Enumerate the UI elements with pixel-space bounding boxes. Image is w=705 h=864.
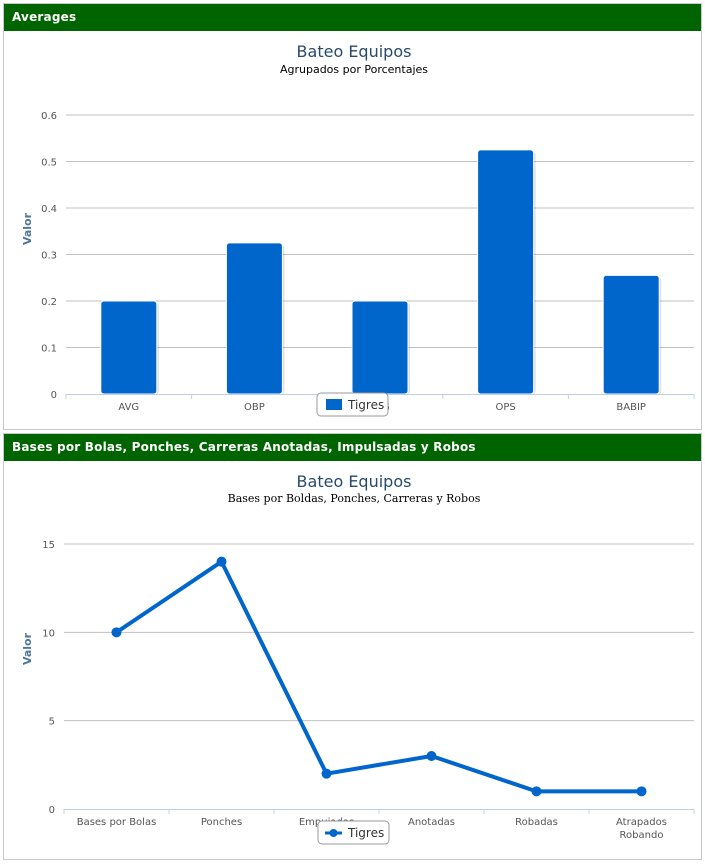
bar-avg[interactable]	[100, 300, 158, 395]
y-tick-label: 0.4	[41, 204, 57, 215]
y-axis-label: Valor	[21, 632, 34, 665]
y-tick-label: 10	[42, 628, 55, 639]
data-point[interactable]	[426, 751, 437, 761]
averages-panel: Averages Bateo Equipos Agrupados por Por…	[3, 3, 702, 430]
bases-panel-header: Bases por Bolas, Ponches, Carreras Anota…	[4, 434, 701, 461]
x-tick-label: Ponches	[201, 817, 242, 828]
averages-panel-header: Averages	[4, 4, 701, 31]
x-tick-label: AVG	[118, 402, 139, 413]
y-tick-label: 5	[49, 717, 55, 728]
chart-title: Bateo Equipos	[297, 42, 412, 61]
y-tick-label: 15	[42, 540, 55, 551]
series-line-tigres	[114, 559, 644, 794]
bar-babip[interactable]	[602, 274, 660, 395]
bases-panel: Bases por Bolas, Ponches, Carreras Anota…	[3, 433, 702, 860]
x-tick-label: Robadas	[515, 817, 558, 828]
legend-label: Tigres	[347, 826, 384, 840]
legend[interactable]: Tigres	[316, 392, 389, 417]
averages-bar-chart: Bateo Equipos Agrupados por Porcentajes …	[21, 42, 695, 417]
bar-slg[interactable]	[351, 300, 409, 395]
x-tick-label: BABIP	[616, 402, 646, 413]
y-tick-label: 0.1	[41, 344, 57, 355]
bar-ops[interactable]	[477, 149, 535, 395]
legend[interactable]: Tigres	[317, 820, 390, 845]
chart-title: Bateo Equipos	[297, 472, 412, 491]
y-tick-label: 0.2	[41, 297, 57, 308]
x-tick-label: Bases por Bolas	[77, 817, 157, 828]
data-point[interactable]	[216, 556, 227, 567]
y-tick-label: 0	[51, 390, 57, 401]
y-tick-label: 0.6	[41, 111, 57, 122]
y-tick-label: 0	[49, 805, 55, 816]
data-point[interactable]	[636, 786, 647, 797]
x-tick-label: Atrapados Robando	[616, 817, 667, 841]
y-tick-label: 0.5	[41, 158, 57, 169]
y-axis-label: Valor	[21, 212, 34, 245]
x-tick-label: Anotadas	[408, 817, 455, 828]
chart-subtitle: Agrupados por Porcentajes	[280, 63, 428, 76]
x-tick-label: OBP	[244, 402, 265, 413]
data-point[interactable]	[111, 627, 122, 638]
legend-label: Tigres	[347, 398, 384, 412]
legend-swatch	[326, 399, 342, 410]
y-tick-label: 0.3	[41, 251, 57, 262]
bar-obp[interactable]	[225, 242, 283, 395]
data-point[interactable]	[321, 768, 332, 779]
chart-subtitle: Bases por Boldas, Ponches, Carreras y Ro…	[228, 492, 481, 505]
data-point[interactable]	[531, 786, 542, 797]
bases-line-chart: Bateo Equipos Bases por Boldas, Ponches,…	[21, 472, 695, 845]
legend-marker	[329, 829, 338, 837]
x-tick-label: OPS	[495, 402, 515, 413]
